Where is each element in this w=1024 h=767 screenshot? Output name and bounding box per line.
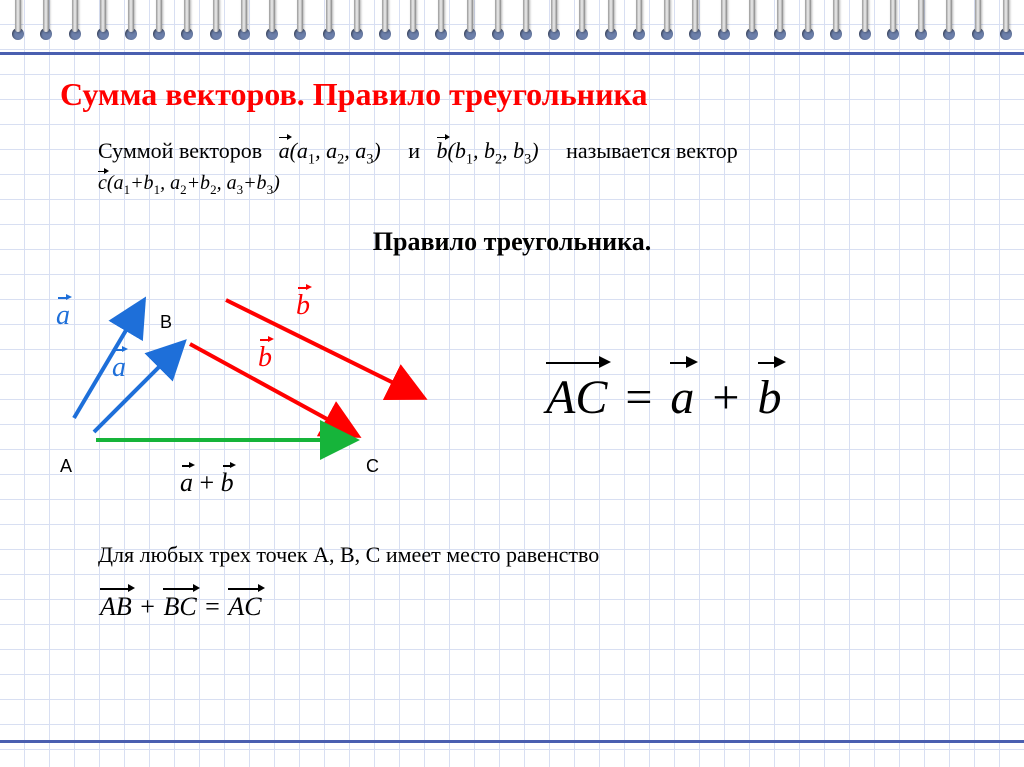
page-title: Сумма векторов. Правило треугольника — [60, 76, 647, 113]
spiral-ring — [402, 0, 424, 46]
spiral-ring — [346, 0, 368, 46]
spiral-ring — [825, 0, 847, 46]
spiral-ring — [571, 0, 593, 46]
eq-equals: = — [625, 371, 652, 424]
spiral-ring — [92, 0, 114, 46]
label-a-tri: a — [112, 352, 126, 384]
def-connector: и — [408, 138, 420, 163]
spiral-ring — [995, 0, 1017, 46]
bottom-equation: AB + BC = AC — [98, 592, 264, 622]
graph-paper-background — [0, 0, 1024, 767]
spiral-ring — [64, 0, 86, 46]
spiral-ring — [374, 0, 396, 46]
spiral-ring — [459, 0, 481, 46]
label-sum: a + b — [180, 468, 234, 498]
spiral-ring — [656, 0, 678, 46]
spiral-ring — [882, 0, 904, 46]
spiral-ring — [487, 0, 509, 46]
label-b-tri: b — [258, 342, 272, 374]
spiral-ring — [600, 0, 622, 46]
spiral-ring — [713, 0, 735, 46]
spiral-ring — [318, 0, 340, 46]
spiral-ring — [938, 0, 960, 46]
label-a-free: a — [56, 300, 70, 332]
spiral-ring — [233, 0, 255, 46]
spiral-ring — [176, 0, 198, 46]
spiral-binding — [0, 0, 1024, 50]
slide-page: Сумма векторов. Правило треугольника Сум… — [0, 0, 1024, 767]
spiral-ring — [148, 0, 170, 46]
beq-BC: BC — [163, 592, 196, 622]
spiral-ring — [430, 0, 452, 46]
spiral-ring — [7, 0, 29, 46]
spiral-ring — [35, 0, 57, 46]
spiral-ring — [205, 0, 227, 46]
big-equation: AC = a + b — [540, 370, 788, 425]
eq-a: a — [670, 370, 694, 425]
spiral-ring — [515, 0, 537, 46]
def-suffix: называется вектор — [566, 138, 738, 163]
eq-AC: AC — [546, 370, 607, 425]
closing-text: Для любых трех точек А, В, С имеет место… — [98, 542, 599, 568]
definition-line-2: c(a1+b1, a2+b2, a3+b3) — [98, 172, 280, 198]
spiral-ring — [543, 0, 565, 46]
spiral-ring — [797, 0, 819, 46]
spiral-ring — [628, 0, 650, 46]
vec-b-coords: b(b1, b2, b3) — [437, 138, 539, 163]
definition-line-1: Суммой векторов a(a1, a2, a3) и b(b1, b2… — [98, 138, 738, 168]
spiral-ring — [289, 0, 311, 46]
def-prefix: Суммой векторов — [98, 138, 262, 163]
eq-plus: + — [712, 371, 739, 424]
spiral-ring — [769, 0, 791, 46]
spiral-ring — [684, 0, 706, 46]
vec-a-coords: a(a1, a2, a3) — [279, 138, 381, 163]
spiral-ring — [741, 0, 763, 46]
spiral-ring — [261, 0, 283, 46]
top-rule — [0, 52, 1024, 55]
spiral-ring — [910, 0, 932, 46]
beq-AC: AC — [228, 592, 261, 622]
eq-b: b — [758, 370, 782, 425]
point-B: B — [160, 312, 172, 333]
spiral-ring — [854, 0, 876, 46]
point-C: C — [366, 456, 379, 477]
beq-AB: AB — [100, 592, 132, 622]
label-b-free: b — [296, 290, 310, 322]
point-A: A — [60, 456, 72, 477]
triangle-rule-heading: Правило треугольника. — [0, 227, 1024, 257]
spiral-ring — [967, 0, 989, 46]
bottom-rule — [0, 740, 1024, 743]
spiral-ring — [120, 0, 142, 46]
